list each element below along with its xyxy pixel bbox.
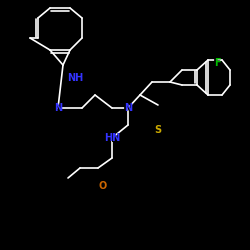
Text: S: S [154, 125, 162, 135]
Text: HN: HN [102, 132, 122, 144]
Text: N: N [54, 103, 62, 113]
Text: N: N [53, 102, 63, 114]
Text: O: O [98, 180, 108, 192]
Text: F: F [214, 58, 220, 68]
Text: N: N [123, 102, 133, 114]
Text: NH: NH [65, 72, 85, 85]
Text: N: N [124, 103, 132, 113]
Text: NH: NH [67, 73, 83, 83]
Text: S: S [154, 124, 162, 136]
Text: O: O [99, 181, 107, 191]
Text: HN: HN [104, 133, 120, 143]
Text: F: F [213, 56, 221, 70]
